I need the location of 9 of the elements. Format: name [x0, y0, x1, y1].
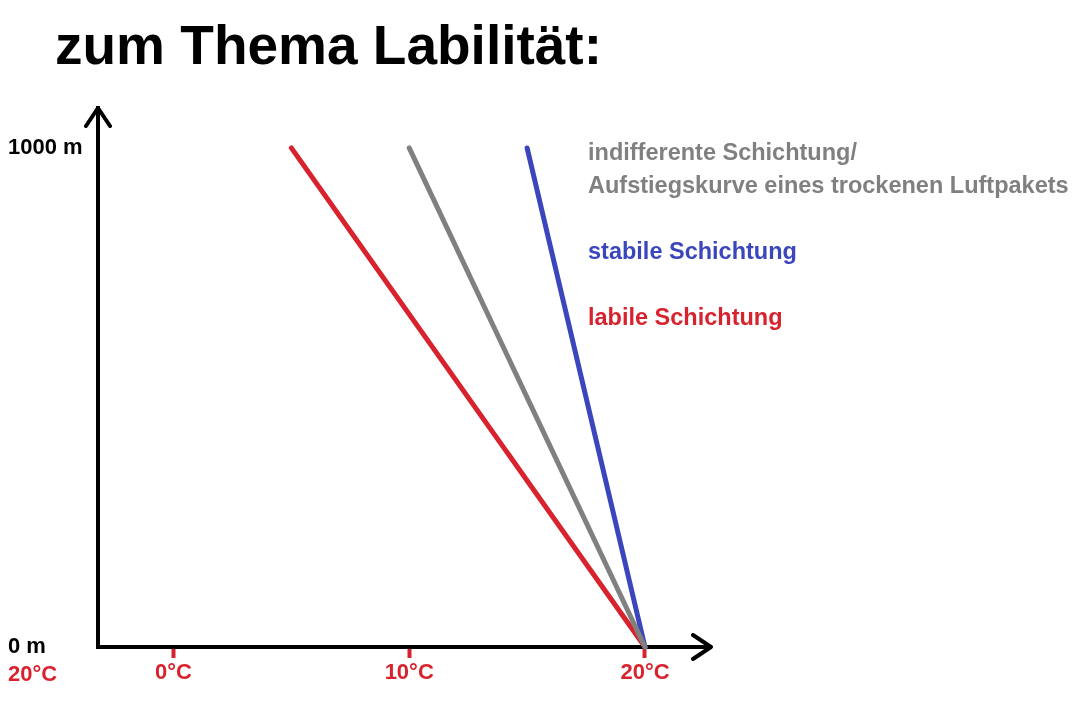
x-tick-label: 10°C: [384, 659, 434, 685]
x-tick-label: 0°C: [154, 659, 193, 685]
y-tick-label: 1000 m: [8, 133, 83, 159]
series-label: stabile Schichtung: [588, 237, 798, 266]
text: labile Schichtung: [588, 303, 784, 332]
text: indifferente Schichtung/ Aufstiegskurve eines trockenen Luftpakets: [588, 138, 1069, 200]
x-tick-label: 20°C: [620, 659, 670, 685]
chart-title: zum Thema Labilität:: [55, 14, 602, 76]
y-tick-label: 0 m: [8, 633, 46, 659]
